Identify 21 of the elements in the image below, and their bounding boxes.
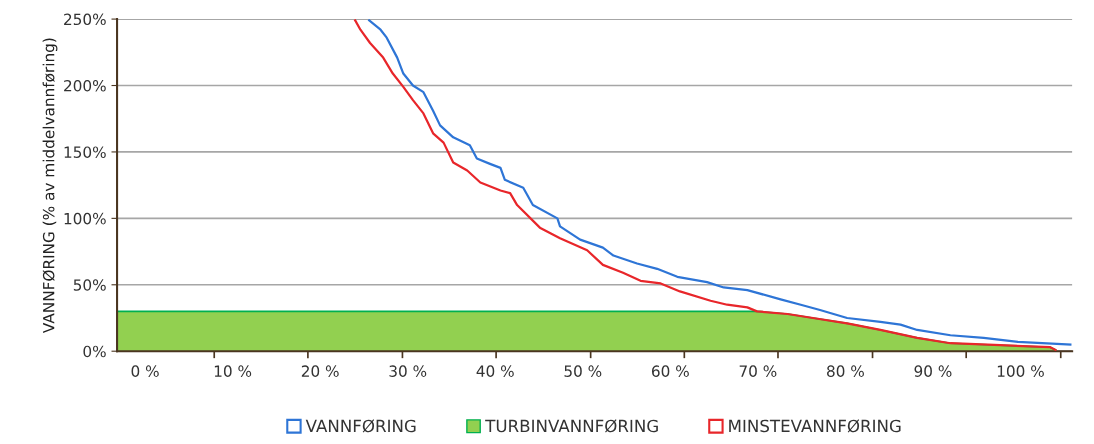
y-tick-label: 200% (64, 79, 106, 92)
x-tick-label: 30 % (389, 365, 427, 377)
x-tick-label: 70 % (739, 365, 777, 377)
x-tick-label: 20 % (301, 365, 339, 377)
x-tick-label: 80 % (827, 365, 864, 377)
x-tick-label: 50 % (564, 365, 602, 377)
y-tick-label: 150% (64, 146, 106, 158)
x-tick-label: 60 % (651, 365, 689, 377)
legend-label: VANNFØRING (305, 419, 416, 433)
y-tick-label: 50% (73, 279, 106, 291)
y-tick-label: 0% (83, 345, 106, 358)
x-tick-label: 0 % (131, 365, 159, 377)
x-tick-label: 90 % (914, 365, 952, 377)
legend-label: TURBINVANNFØRING (485, 419, 658, 433)
y-axis-title: VANNFØRING (% av middelvannføring) (42, 38, 58, 334)
y-tick-label: 100% (64, 212, 106, 225)
x-tick-label: 40 % (476, 365, 514, 377)
x-tick-label: 10 % (214, 365, 252, 377)
legend-label: MINSTEVANNFØRING (729, 419, 901, 433)
x-tick-label: 100 % (997, 365, 1044, 377)
y-tick-label: 250% (64, 13, 106, 26)
